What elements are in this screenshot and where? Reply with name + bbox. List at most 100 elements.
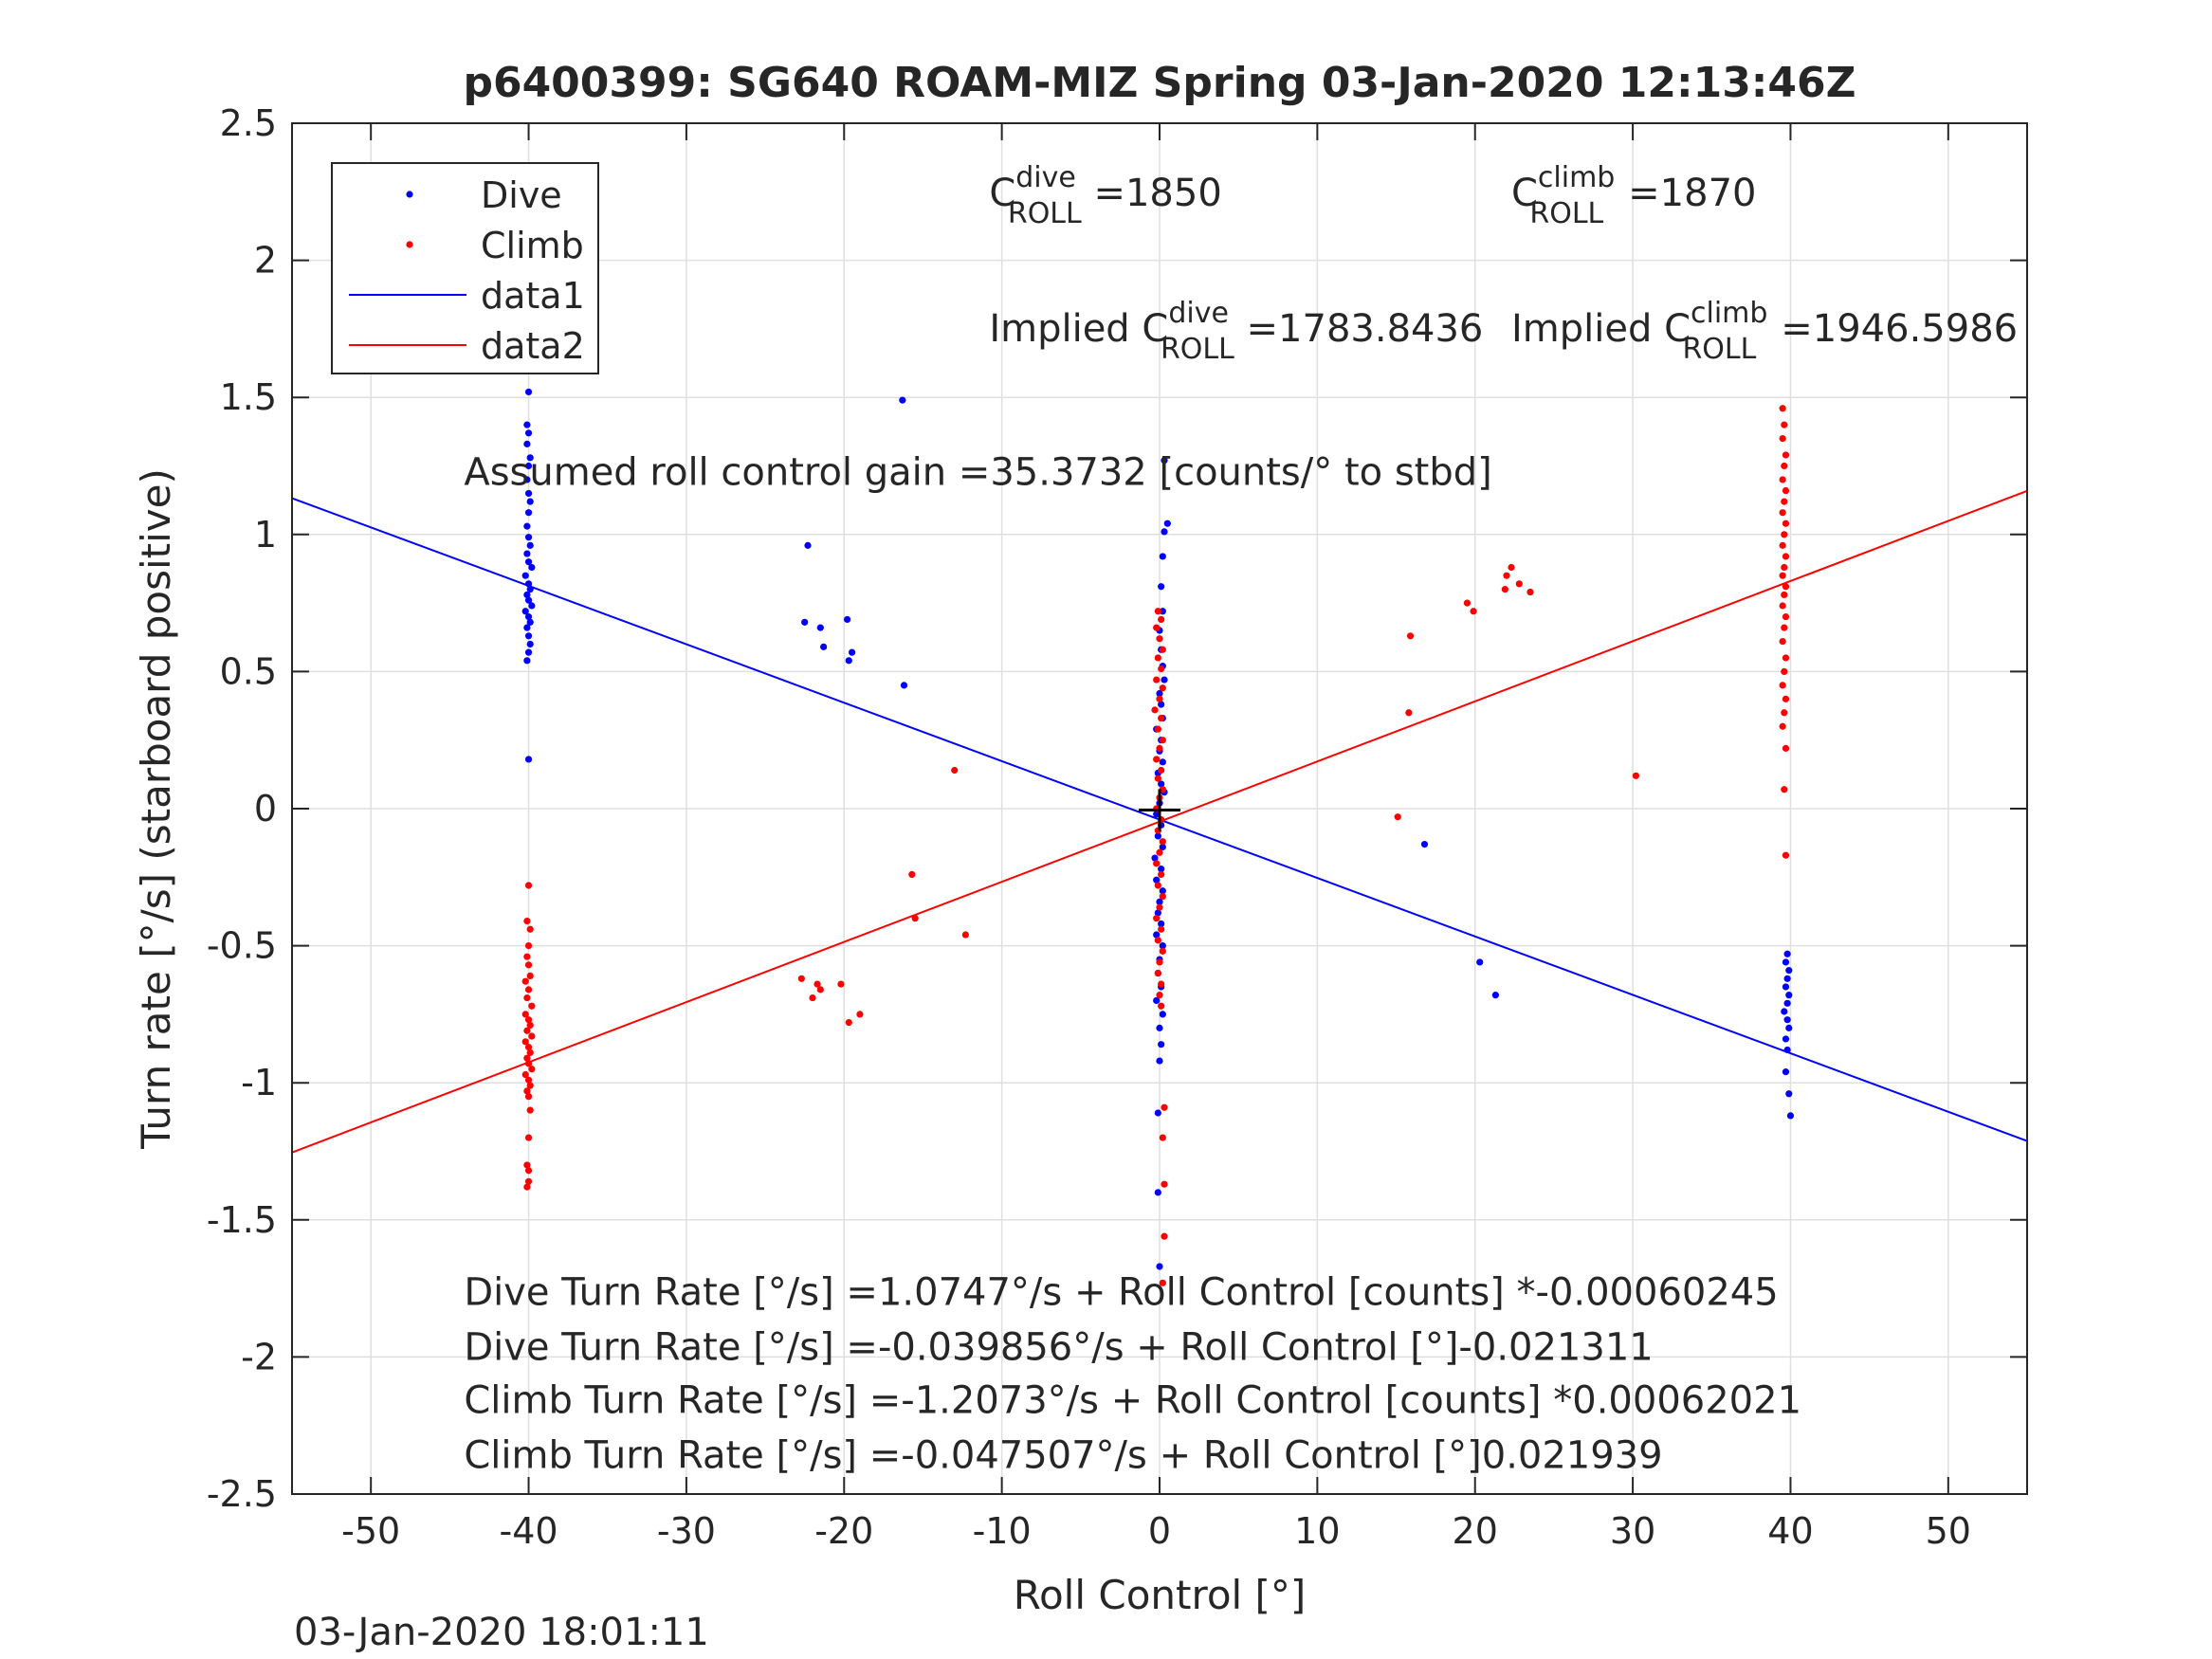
dive-point	[1154, 909, 1161, 917]
dive-point	[1161, 528, 1168, 536]
annotation-superscript: climb	[1538, 161, 1615, 194]
x-tick-label: 50	[1926, 1510, 1971, 1552]
dive-point	[524, 558, 533, 566]
annotation-suffix: =1870	[1616, 172, 1756, 215]
y-axis-label: Turn rate [°/s] (starboard positive)	[133, 468, 179, 1150]
climb-point	[1156, 635, 1163, 643]
dive-point	[900, 682, 908, 689]
climb-point	[528, 1002, 536, 1010]
dive-point	[1158, 920, 1165, 928]
dive-point	[1153, 996, 1161, 1005]
x-tick-label: -10	[973, 1510, 1032, 1552]
dive-point	[1154, 832, 1161, 840]
annotation-suffix: =1850	[1082, 172, 1222, 215]
climb-point	[961, 931, 969, 939]
dive-point	[526, 454, 534, 462]
annotation-text: Implied Cdive ROLL =1783.8436	[989, 297, 1483, 366]
climb-point	[526, 1021, 534, 1030]
climb-point	[1154, 775, 1161, 782]
climb-point	[1782, 520, 1790, 527]
climb-point	[528, 1032, 536, 1040]
climb-point	[1159, 838, 1166, 846]
legend-marker-dive	[406, 191, 413, 198]
y-tick-label: -0.5	[207, 925, 277, 967]
climb-point	[1159, 786, 1166, 793]
dive-point	[524, 388, 533, 396]
dive-point	[524, 632, 533, 640]
climb-point	[1159, 892, 1166, 901]
climb-point	[1154, 882, 1161, 889]
climb-point	[1781, 421, 1788, 428]
climb-point	[523, 1087, 531, 1095]
y-tick-label: 2.5	[220, 102, 277, 144]
dive-point	[1153, 811, 1161, 818]
climb-point	[809, 994, 816, 1002]
climb-point	[1159, 947, 1166, 955]
dive-point	[1783, 1016, 1791, 1024]
dive-point	[1161, 676, 1168, 684]
climb-point	[1153, 756, 1161, 763]
climb-point	[1153, 915, 1161, 922]
dive-point	[526, 498, 534, 505]
dive-point	[524, 509, 533, 517]
dive-point	[816, 624, 824, 631]
dive-point	[524, 462, 533, 470]
dive-point	[1159, 887, 1166, 895]
annotation-prefix: C	[1511, 172, 1538, 215]
climb-point	[1779, 722, 1786, 730]
annotation-prefix: Implied C	[989, 307, 1168, 351]
climb-point	[1156, 695, 1163, 702]
dive-point	[1782, 1068, 1790, 1076]
dive-point	[1158, 1041, 1165, 1048]
climb-point	[521, 977, 529, 985]
annotation-prefix: Dive Turn Rate [°/s] =1.0747°/s + Roll C…	[464, 1270, 1778, 1314]
annotation-prefix: Climb Turn Rate [°/s] =-1.2073°/s + Roll…	[464, 1379, 1801, 1423]
climb-point	[1779, 434, 1786, 443]
dive-point	[1420, 840, 1429, 848]
climb-point	[1158, 870, 1165, 879]
dive-point	[845, 657, 852, 665]
climb-point	[1159, 684, 1166, 692]
x-tick-label: 30	[1610, 1510, 1655, 1552]
x-tick-label: -50	[341, 1510, 400, 1552]
climb-point	[856, 1011, 864, 1018]
climb-point	[528, 1066, 536, 1073]
climb-point	[1151, 706, 1159, 714]
climb-point	[1781, 624, 1788, 631]
climb-point	[1463, 599, 1472, 607]
y-tick-label: -2	[241, 1336, 277, 1377]
climb-point	[1159, 737, 1166, 744]
climb-point	[526, 972, 534, 980]
climb-point	[521, 1038, 529, 1046]
dive-point	[1156, 1024, 1163, 1031]
climb-point	[1526, 588, 1534, 596]
dive-point	[528, 563, 536, 572]
y-tick-label: -2.5	[207, 1473, 277, 1515]
climb-point	[1154, 654, 1161, 662]
dive-point	[804, 541, 812, 549]
climb-point	[797, 975, 805, 982]
annotation-text: Implied Cclimb ROLL =1946.5986	[1511, 297, 2018, 366]
dive-point	[1159, 608, 1166, 615]
climb-point	[524, 986, 533, 994]
climb-point	[521, 1011, 529, 1018]
climb-point	[524, 1044, 533, 1051]
climb-point	[1154, 969, 1161, 977]
climb-point	[1156, 958, 1163, 966]
annotation-superscript: dive	[1015, 161, 1076, 194]
dive-point	[1781, 1008, 1788, 1015]
climb-point	[1154, 608, 1161, 615]
dive-point	[820, 643, 828, 650]
climb-point	[1782, 486, 1790, 495]
dive-point	[1156, 1263, 1163, 1270]
climb-point	[524, 1177, 533, 1185]
annotation-text: Assumed roll control gain =35.3732 [coun…	[464, 451, 1491, 495]
climb-point	[1781, 563, 1788, 572]
dive-point	[524, 489, 533, 498]
climb-point	[1782, 695, 1790, 702]
climb-point	[523, 1027, 531, 1034]
y-tick-label: 2	[254, 240, 277, 282]
climb-point	[526, 1106, 534, 1114]
legend-label: data2	[481, 325, 585, 367]
climb-point	[816, 986, 824, 994]
